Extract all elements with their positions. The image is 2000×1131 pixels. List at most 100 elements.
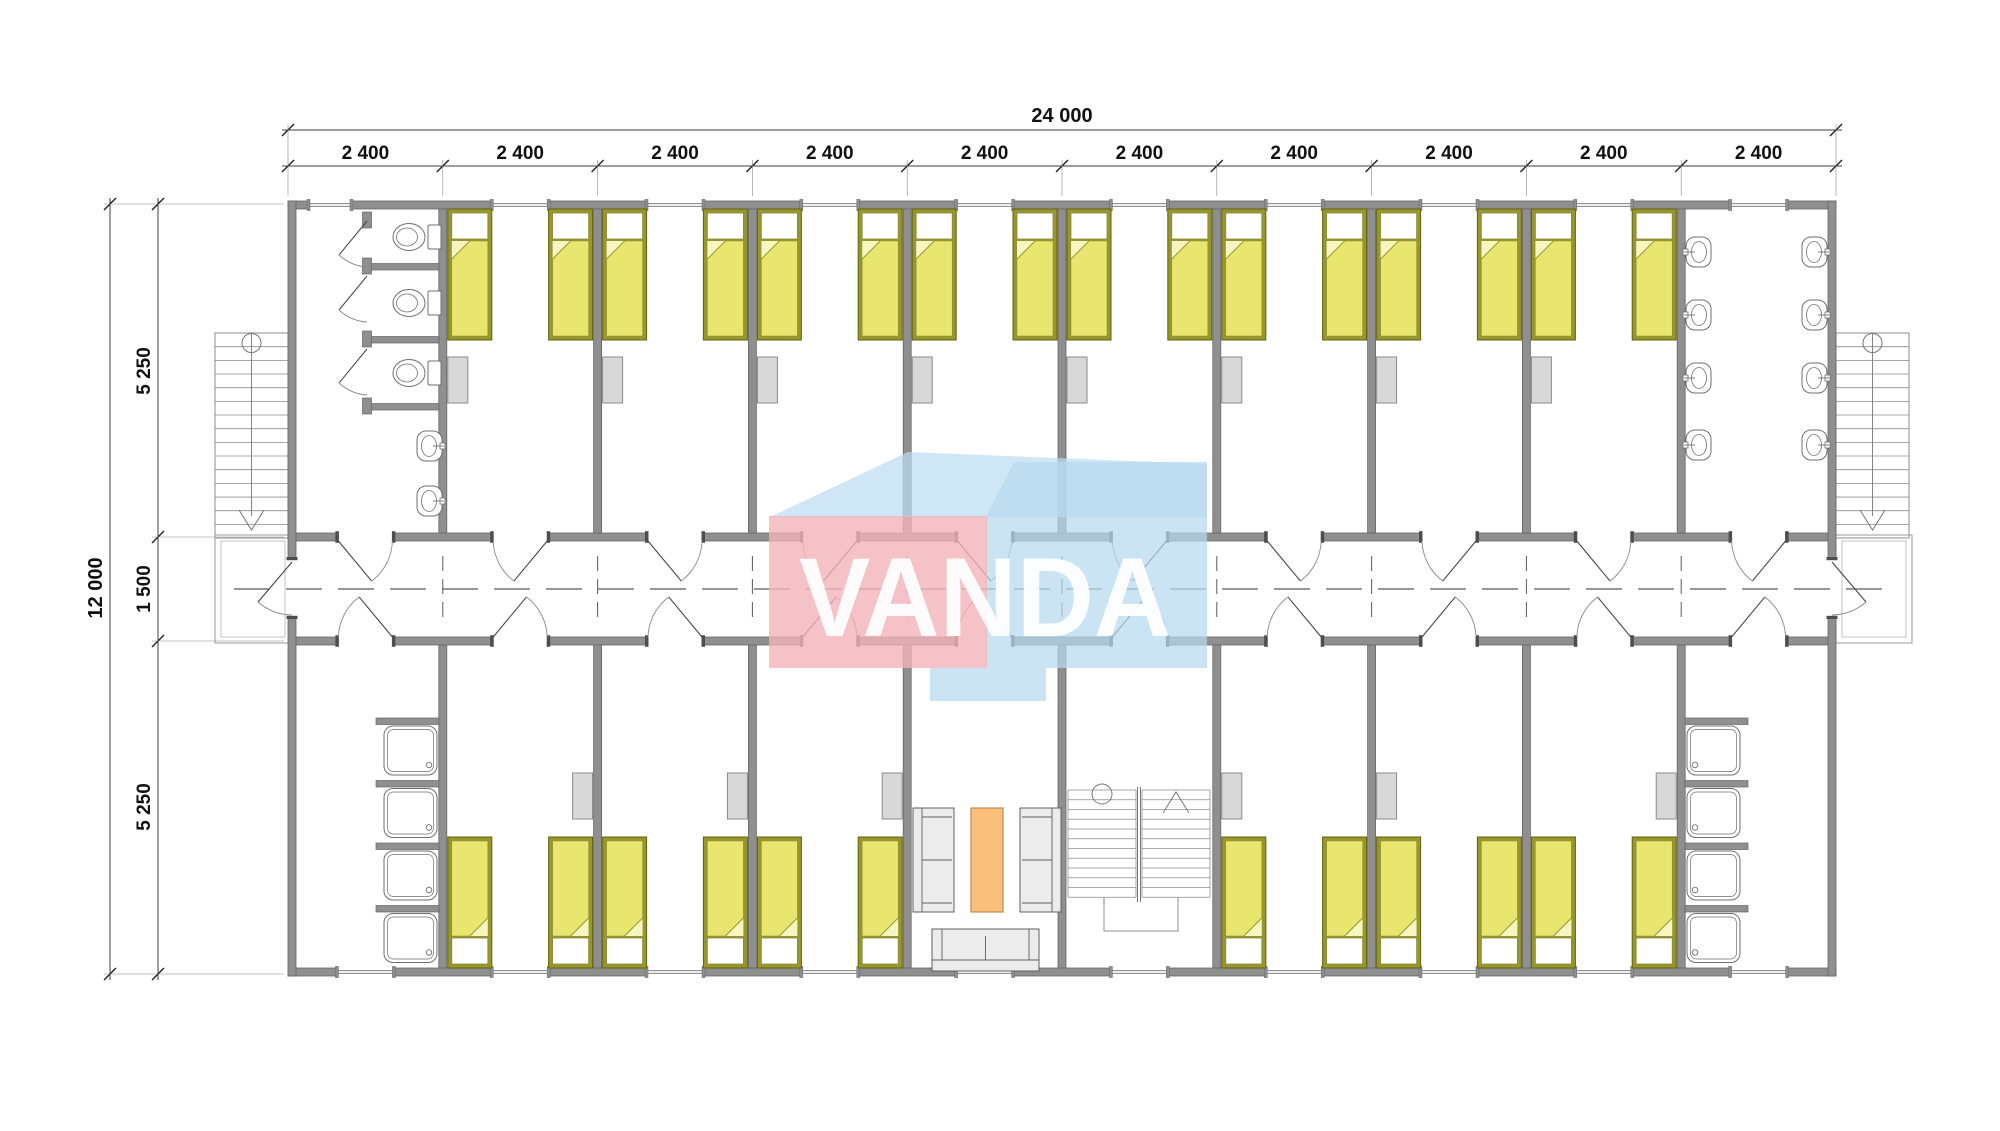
shower-partition [1684,780,1749,788]
pillow [1070,212,1108,240]
door-jamb [286,615,298,619]
partition-wall-bottom [1522,644,1531,969]
toilet-tank [427,360,442,386]
dim-module-width: 2 400 [806,143,854,164]
landing-inner [220,540,286,638]
drain-icon [425,824,433,831]
shower-partition [1684,717,1749,725]
blanket [1225,840,1263,937]
door-swing-icon [1731,540,1753,582]
stall-door-swing-icon [338,309,368,323]
window-gap [1576,967,1631,977]
window-jamb [1166,966,1170,978]
bed-icon [1322,208,1368,341]
wardrobe-icon [572,772,594,820]
shower-tray-icon [1686,788,1741,838]
bed-icon [602,208,648,341]
blanket [552,840,589,937]
wc-stall-post [362,397,372,415]
door-jamb [335,531,339,543]
pillow [606,937,643,965]
pillow [861,937,899,965]
partition-wall-bottom [1212,644,1222,969]
blanket [861,240,899,337]
wardrobe-icon [1655,772,1677,820]
bed-icon [702,836,748,969]
door-gap [338,636,393,646]
blanket [915,240,953,337]
bed-icon [1066,208,1112,341]
wardrobe-icon [1376,356,1398,404]
door-jamb [490,531,494,543]
partition-wall-top [1367,208,1376,534]
bed-icon [1530,208,1576,341]
partition-wall-top [748,208,757,534]
door-jamb [1630,531,1634,543]
door-swing-icon [1831,601,1867,616]
stall-door-leaf-icon [338,220,368,256]
bed-icon [602,836,648,969]
blanket [1326,240,1363,337]
door-swing-icon [1266,596,1289,638]
door-jamb [490,635,494,647]
blanket [1535,840,1572,937]
door-jamb [391,531,396,543]
blanket [1171,240,1209,337]
stair-down-arrow-icon [238,509,265,531]
stall-door-swing-icon [338,254,368,268]
door-swing-icon [257,601,293,616]
door-gap [1576,532,1631,542]
door-leaf-icon [492,596,527,638]
door-jamb [701,531,705,543]
shower-partition [375,717,440,725]
door-jamb [1475,635,1479,647]
door-swing-icon [1421,540,1443,582]
wardrobe-icon [447,356,469,404]
shower-tray-icon [1686,850,1741,901]
bed-icon [1476,836,1522,969]
blanket [451,240,489,337]
bed-icon [1221,836,1267,969]
bed-icon [1530,836,1576,969]
door-jamb [1419,531,1423,543]
wardrobe-icon [602,356,624,404]
pillow [552,937,589,965]
dimension-labels: 24 000 12 000 5 250 1 500 5 250 [85,105,1093,831]
blanket [1016,240,1054,337]
bed-icon [1221,208,1267,341]
exterior-stair-icon [1835,332,1913,644]
blanket [861,840,899,937]
watermark-front-face [769,516,987,668]
door-gap [1267,532,1322,542]
pillow [1380,212,1417,240]
window-gap [957,200,1012,210]
toilet-tank [427,224,442,250]
wc-stall-post [362,211,372,229]
wardrobe-icon [1221,356,1243,404]
door-gap [338,532,393,542]
partition-wall-bottom [1057,644,1067,969]
pillow [1380,937,1417,965]
dim-module-width: 2 400 [1425,143,1473,164]
door-gap [287,560,297,616]
door-swing-icon [1300,540,1322,582]
pillow [552,212,589,240]
wardrobe-icon [756,356,778,404]
pillow [1326,212,1363,240]
dim-overall-height: 12 000 [85,557,107,618]
door-leaf-icon [257,561,293,603]
bed-icon [1376,208,1422,341]
bed-icon [911,208,957,341]
pillow [1016,212,1054,240]
blanket [707,240,744,337]
window-jamb [1728,966,1732,978]
blanket [1070,240,1108,337]
wardrobe-icon [726,772,748,820]
window-jamb [1785,966,1789,978]
drain-icon [425,949,433,956]
bed-icon [1322,836,1368,969]
pillow [1635,937,1673,965]
shower-tray-icon [383,850,438,901]
blanket [1635,840,1673,937]
